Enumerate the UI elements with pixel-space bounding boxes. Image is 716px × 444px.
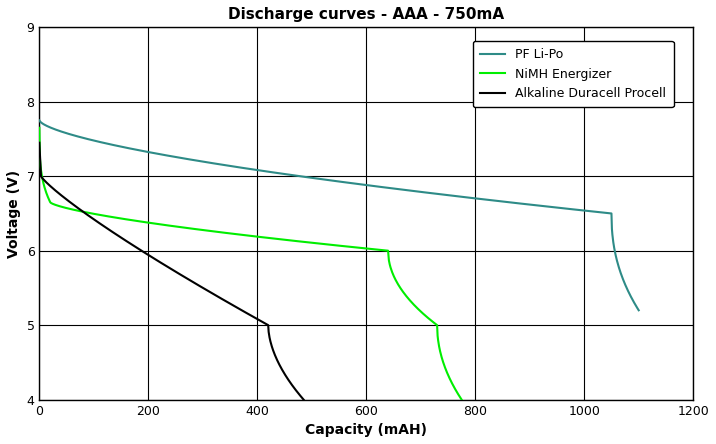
X-axis label: Capacity (mAH): Capacity (mAH) [305, 423, 427, 437]
Title: Discharge curves - AAA - 750mA: Discharge curves - AAA - 750mA [228, 7, 504, 22]
Y-axis label: Voltage (V): Voltage (V) [7, 170, 21, 258]
Legend: PF Li-Po, NiMH Energizer, Alkaline Duracell Procell: PF Li-Po, NiMH Energizer, Alkaline Durac… [473, 41, 674, 107]
